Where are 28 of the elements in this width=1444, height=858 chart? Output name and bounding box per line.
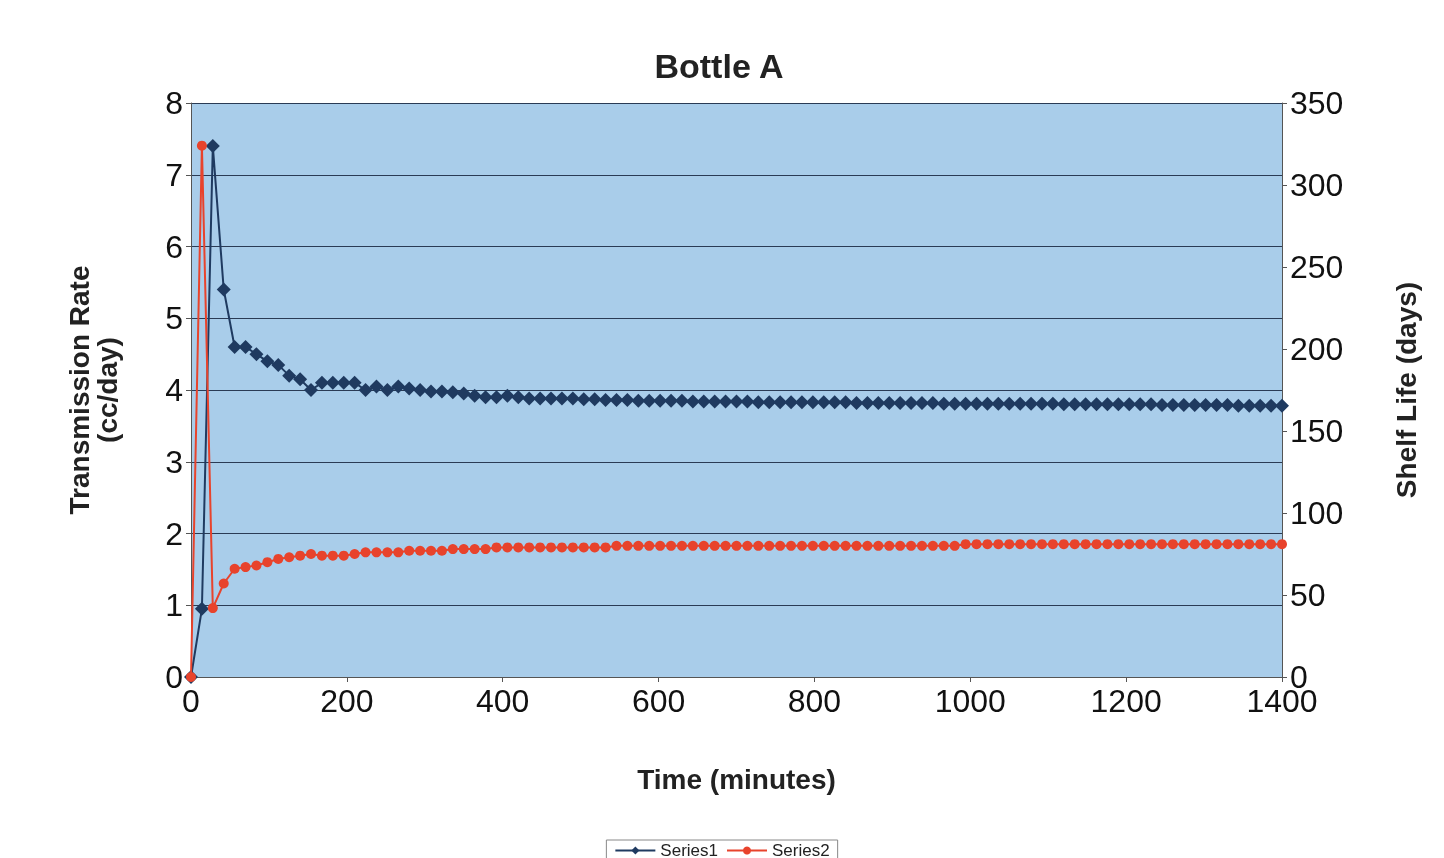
y2-tick-label: 100 [1290,495,1344,531]
y-axis-title: Transmission Rate (cc/day) [63,265,123,515]
y-tick-label: 2 [165,515,183,552]
x-tick-label: 200 [320,683,374,719]
y-tick-label: 1 [165,587,183,624]
y-tick-label: 8 [165,85,183,121]
y-tick-label: 5 [165,300,183,337]
y2-tick-label: 50 [1290,577,1326,613]
x-tick-label: 1200 [1090,683,1162,719]
legend-label: Series1 [660,841,718,858]
y2-tick-label: 150 [1290,413,1344,449]
chart-title: Bottle A [654,47,784,85]
y-tick-label: 0 [165,659,183,695]
x-tick-label: 400 [476,683,530,719]
x-axis-title: Time (minutes) [637,763,836,795]
y-tick-label: 3 [165,443,183,480]
x-tick-label: 800 [787,683,842,719]
legend-label: Series2 [772,841,830,858]
y2-tick-label: 300 [1290,167,1344,203]
y2-tick-label: 250 [1290,249,1344,285]
x-tick-label: 1000 [934,683,1006,719]
y2-tick-label: 350 [1290,85,1344,121]
y2-tick-label: 200 [1290,331,1344,367]
y-tick-label: 7 [165,156,183,193]
y-tick-label: 6 [165,228,183,265]
y2-axis-title: Shelf Life (days) [1390,281,1422,499]
x-tick-label: 600 [631,683,686,719]
y-tick-label: 4 [165,372,183,408]
